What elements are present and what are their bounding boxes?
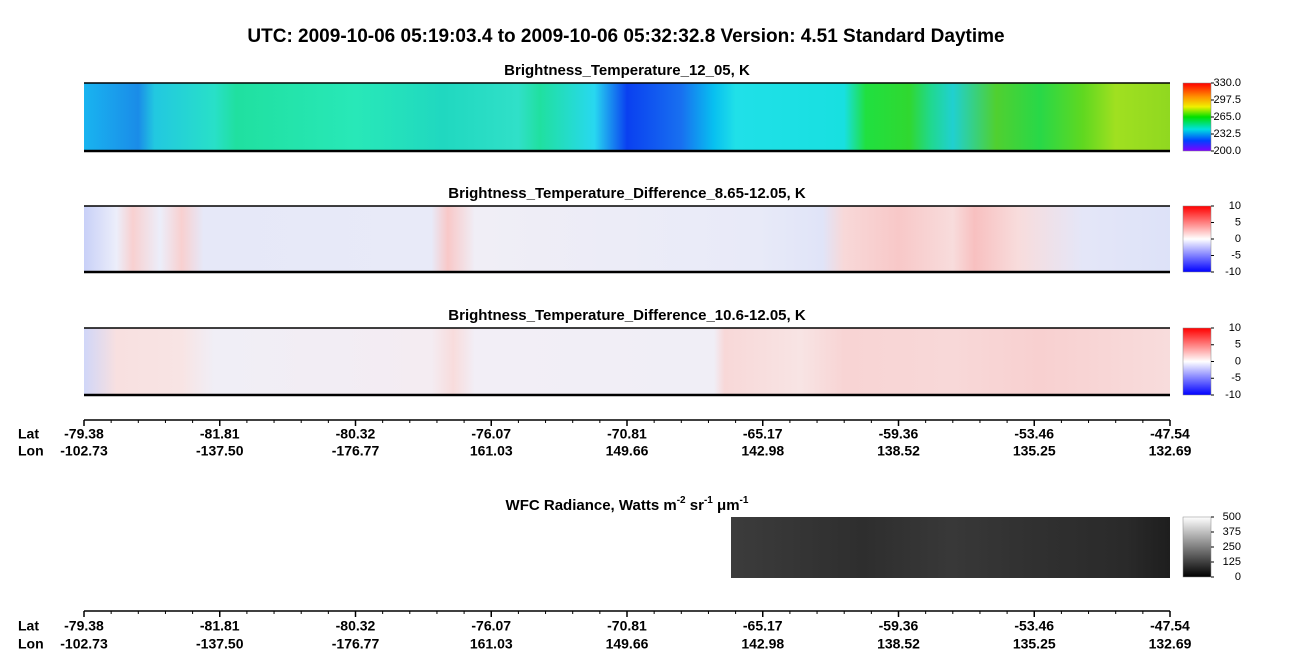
lat-tick-label: -59.36 (879, 618, 919, 634)
title-superscript: -1 (740, 495, 749, 506)
colorbar-tick-label: -10 (1225, 389, 1241, 401)
lon-tick-label: 161.03 (470, 636, 513, 652)
colorbar-tick-label: 10 (1229, 200, 1241, 212)
colorbar-tick-label: 250 (1223, 541, 1241, 553)
lat-tick-label: -59.36 (879, 426, 919, 442)
image-strip (84, 83, 1170, 151)
colorbar-tick-label: 330.0 (1213, 77, 1241, 89)
lon-tick-label: 142.98 (741, 443, 784, 459)
title-text: μm (713, 497, 740, 514)
lat-tick-label: -81.81 (200, 618, 240, 634)
lat-tick-label: -53.46 (1014, 426, 1054, 442)
title-text: sr (686, 497, 705, 514)
axis-row-label: Lon (18, 443, 44, 459)
panel-title: Brightness_Temperature_Difference_10.6-1… (448, 307, 806, 324)
colorbar (1182, 327, 1212, 396)
colorbar-tick-label: 375 (1223, 526, 1241, 538)
panel-title: WFC Radiance, Watts m-2 sr-1 μm-1 (506, 495, 749, 514)
lat-tick-label: -80.32 (336, 426, 376, 442)
colorbar-tick-label: 200.0 (1213, 145, 1241, 157)
colorbar-tick-label: 232.5 (1213, 128, 1241, 140)
lon-tick-label: 161.03 (470, 443, 513, 459)
colorbar-tick-label: 265.0 (1213, 111, 1241, 123)
lat-tick-label: -79.38 (64, 618, 104, 634)
lat-tick-label: -70.81 (607, 618, 647, 634)
colorbar-tick-label: 125 (1223, 556, 1241, 568)
lon-tick-label: 135.25 (1013, 443, 1056, 459)
lat-tick-label: -79.38 (64, 426, 104, 442)
lon-tick-label: -102.73 (60, 636, 108, 652)
lat-tick-label: -47.54 (1150, 618, 1190, 634)
lat-tick-label: -70.81 (607, 426, 647, 442)
lon-tick-label: 135.25 (1013, 636, 1056, 652)
lon-tick-label: 132.69 (1149, 443, 1192, 459)
lon-tick-label: -176.77 (332, 443, 380, 459)
colorbar-tick-label: 5 (1235, 339, 1241, 351)
axis-row-label: Lat (18, 618, 39, 634)
lat-tick-label: -76.07 (471, 426, 511, 442)
colorbar (1182, 82, 1212, 152)
colorbar-tick-label: -10 (1225, 266, 1241, 278)
lat-tick-label: -81.81 (200, 426, 240, 442)
lat-tick-label: -53.46 (1014, 618, 1054, 634)
lon-tick-label: 149.66 (606, 443, 649, 459)
lat-tick-label: -76.07 (471, 618, 511, 634)
colorbar-tick-label: 5 (1235, 216, 1241, 228)
colorbar-tick-label: 0 (1235, 571, 1241, 583)
lon-tick-label: -137.50 (196, 636, 244, 652)
lon-tick-label: 132.69 (1149, 636, 1192, 652)
colorbar-tick-label: 10 (1229, 322, 1241, 334)
axis-row-label: Lon (18, 636, 44, 652)
image-strip (84, 206, 1170, 272)
panel-title: Brightness_Temperature_12_05, K (504, 62, 750, 79)
lat-tick-label: -65.17 (743, 426, 783, 442)
title-superscript: -1 (704, 495, 713, 506)
title-text: WFC Radiance, Watts m (506, 497, 677, 514)
colorbar (1182, 205, 1212, 273)
lat-tick-label: -80.32 (336, 618, 376, 634)
lon-tick-label: -102.73 (60, 443, 108, 459)
title-superscript: -2 (677, 495, 686, 506)
colorbar-tick-label: 0 (1235, 355, 1241, 367)
lat-tick-label: -47.54 (1150, 426, 1190, 442)
colorbar-tick-label: -5 (1231, 372, 1241, 384)
colorbar-tick-label: 297.5 (1213, 94, 1241, 106)
image-strip (84, 328, 1170, 395)
colorbar-tick-label: 0 (1235, 233, 1241, 245)
lat-tick-label: -65.17 (743, 618, 783, 634)
lon-tick-label: 142.98 (741, 636, 784, 652)
page-title: UTC: 2009-10-06 05:19:03.4 to 2009-10-06… (247, 26, 1004, 47)
panel-title: Brightness_Temperature_Difference_8.65-1… (448, 185, 806, 202)
lon-tick-label: 138.52 (877, 443, 920, 459)
colorbar-tick-label: 500 (1223, 511, 1241, 523)
axis-row-label: Lat (18, 426, 39, 442)
lon-tick-label: -137.50 (196, 443, 244, 459)
lon-tick-label: -176.77 (332, 636, 380, 652)
image-strip (731, 517, 1170, 578)
lon-tick-label: 138.52 (877, 636, 920, 652)
colorbar (1182, 516, 1212, 578)
lon-tick-label: 149.66 (606, 636, 649, 652)
colorbar-tick-label: -5 (1231, 249, 1241, 261)
